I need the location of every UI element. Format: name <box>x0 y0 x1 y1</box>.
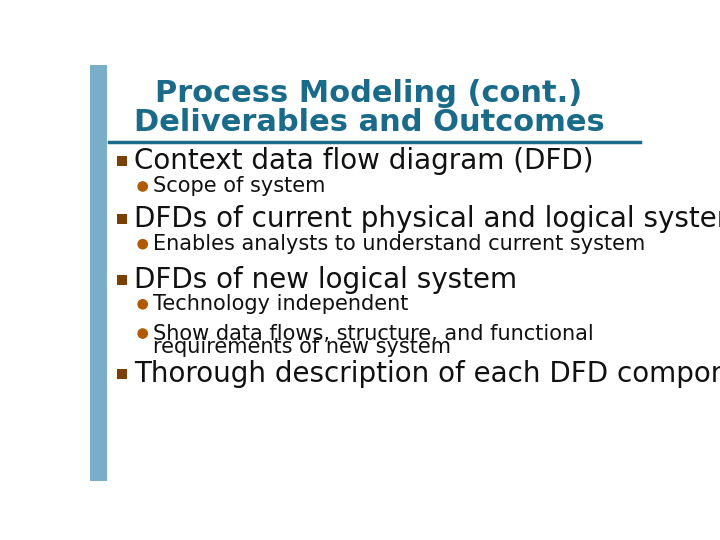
Bar <box>117 214 127 224</box>
Bar <box>117 369 127 379</box>
Bar <box>117 275 127 285</box>
Text: Show data flows, structure, and functional: Show data flows, structure, and function… <box>153 323 593 343</box>
Text: requirements of new system: requirements of new system <box>153 338 451 357</box>
Text: Scope of system: Scope of system <box>153 177 325 197</box>
Text: Process Modeling (cont.): Process Modeling (cont.) <box>156 79 582 107</box>
Text: Enables analysts to understand current system: Enables analysts to understand current s… <box>153 234 645 254</box>
Bar <box>90 65 107 481</box>
Text: Context data flow diagram (DFD): Context data flow diagram (DFD) <box>134 147 594 175</box>
Bar <box>117 156 127 166</box>
Circle shape <box>138 240 148 249</box>
Circle shape <box>138 182 148 191</box>
Text: Deliverables and Outcomes: Deliverables and Outcomes <box>134 108 604 137</box>
Text: Technology independent: Technology independent <box>153 294 408 314</box>
Text: DFDs of current physical and logical system: DFDs of current physical and logical sys… <box>134 205 720 233</box>
Circle shape <box>138 300 148 309</box>
Circle shape <box>138 329 148 338</box>
Text: Thorough description of each DFD component: Thorough description of each DFD compone… <box>134 360 720 388</box>
Text: DFDs of new logical system: DFDs of new logical system <box>134 266 517 294</box>
